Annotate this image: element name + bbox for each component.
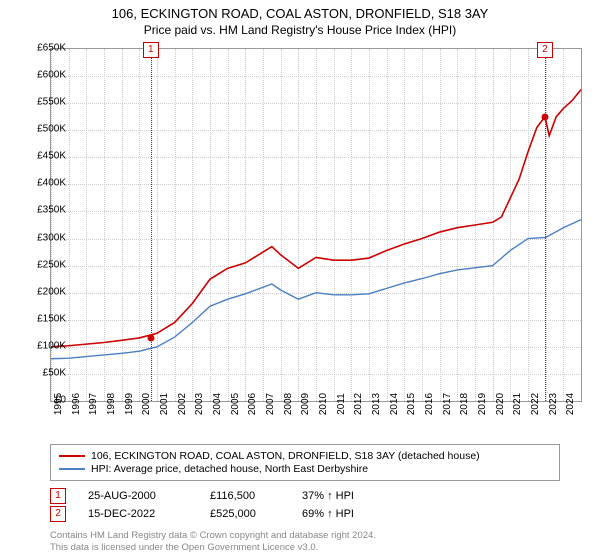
x-axis-label: 2011 [336,393,347,415]
x-axis-label: 2023 [548,393,559,415]
x-axis-label: 2013 [371,393,382,415]
x-axis-label: 1997 [88,393,99,415]
chart-lines [51,49,581,401]
sale-row: 1 25-AUG-2000 £116,500 37% ↑ HPI [50,488,382,504]
x-axis-label: 2007 [265,393,276,415]
x-axis-label: 2021 [512,393,523,415]
y-axis-label: £400K [37,178,66,189]
sale-marker-box: 2 [50,506,66,522]
x-axis-label: 2001 [159,393,170,415]
x-axis-label: 1996 [71,393,82,415]
footer-line2: This data is licensed under the Open Gov… [50,542,376,554]
sale-hpi: 37% ↑ HPI [302,490,382,502]
marker-line-1 [151,49,152,401]
chart-subtitle: Price paid vs. HM Land Registry's House … [0,23,600,37]
y-axis-label: £600K [37,70,66,81]
x-axis-label: 1999 [124,393,135,415]
marker-dot-1 [147,334,154,341]
legend-row: HPI: Average price, detached house, Nort… [59,463,551,475]
x-axis-label: 2016 [424,393,435,415]
legend-label: 106, ECKINGTON ROAD, COAL ASTON, DRONFIE… [91,450,480,462]
x-axis-label: 2024 [565,393,576,415]
title-block: 106, ECKINGTON ROAD, COAL ASTON, DRONFIE… [0,0,600,37]
x-axis-label: 2012 [353,393,364,415]
legend-label: HPI: Average price, detached house, Nort… [91,463,368,475]
plot-area: 12 [50,48,582,402]
x-axis-label: 2020 [495,393,506,415]
sale-date: 25-AUG-2000 [88,490,188,502]
x-axis-label: 2008 [283,393,294,415]
chart-title: 106, ECKINGTON ROAD, COAL ASTON, DRONFIE… [0,6,600,21]
legend: 106, ECKINGTON ROAD, COAL ASTON, DRONFIE… [50,444,560,481]
y-axis-label: £50K [43,367,66,378]
x-axis-label: 2019 [477,393,488,415]
sales-table: 1 25-AUG-2000 £116,500 37% ↑ HPI 2 15-DEC-202… [50,486,382,524]
x-axis-label: 2005 [230,393,241,415]
y-axis-label: £250K [37,259,66,270]
x-axis-label: 1998 [106,393,117,415]
sale-row: 2 15-DEC-2022 £525,000 69% ↑ HPI [50,506,382,522]
x-axis-label: 2010 [318,393,329,415]
marker-box-2: 2 [537,42,553,58]
legend-row: 106, ECKINGTON ROAD, COAL ASTON, DRONFIE… [59,450,551,462]
y-axis-label: £500K [37,124,66,135]
x-axis-label: 1995 [53,393,64,415]
sale-price: £525,000 [210,508,280,520]
x-axis-label: 2017 [442,393,453,415]
legend-swatch [59,455,85,457]
sale-hpi: 69% ↑ HPI [302,508,382,520]
x-axis-label: 2004 [212,393,223,415]
marker-line-2 [545,49,546,401]
x-axis-label: 2015 [406,393,417,415]
sale-date: 15-DEC-2022 [88,508,188,520]
legend-swatch [59,468,85,470]
chart-container: 106, ECKINGTON ROAD, COAL ASTON, DRONFIE… [0,0,600,560]
sale-price: £116,500 [210,490,280,502]
x-axis-label: 2003 [194,393,205,415]
x-axis-label: 2009 [300,393,311,415]
y-axis-label: £350K [37,205,66,216]
marker-dot-2 [541,113,548,120]
x-axis-label: 2022 [530,393,541,415]
x-axis-label: 2014 [389,393,400,415]
y-axis-label: £200K [37,286,66,297]
footer: Contains HM Land Registry data © Crown c… [50,530,376,554]
x-axis-label: 2018 [459,393,470,415]
series-hpi [51,220,581,359]
series-property [51,90,581,347]
y-axis-label: £650K [37,43,66,54]
y-axis-label: £150K [37,313,66,324]
sale-marker-box: 1 [50,488,66,504]
y-axis-label: £450K [37,151,66,162]
x-axis-label: 2006 [247,393,258,415]
marker-box-1: 1 [143,42,159,58]
y-axis-label: £550K [37,97,66,108]
y-axis-label: £100K [37,340,66,351]
footer-line1: Contains HM Land Registry data © Crown c… [50,530,376,542]
x-axis-label: 2000 [141,393,152,415]
x-axis-label: 2002 [177,393,188,415]
y-axis-label: £300K [37,232,66,243]
